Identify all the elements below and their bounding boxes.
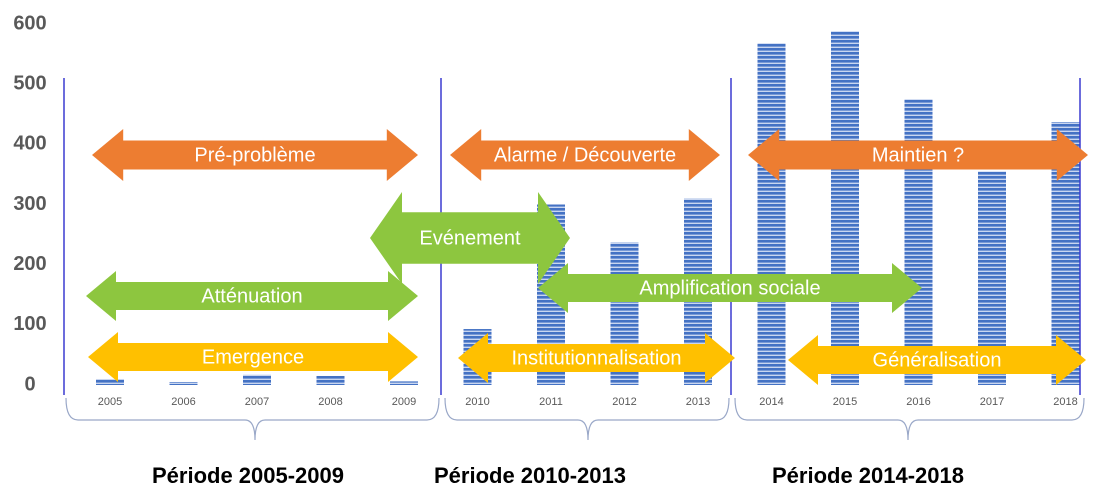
y-tick-label: 400 bbox=[13, 133, 46, 155]
annotation-arrow bbox=[370, 192, 570, 284]
x-tick-label: 2014 bbox=[759, 396, 783, 408]
annotation-label: Alarme / Découverte bbox=[494, 144, 676, 166]
y-tick-label: 300 bbox=[13, 193, 46, 215]
period-label: Période 2014-2018 bbox=[772, 463, 964, 488]
x-tick-label: 2007 bbox=[245, 396, 269, 408]
x-tick-label: 2013 bbox=[686, 396, 710, 408]
annotation-arrow bbox=[86, 271, 418, 321]
period-label: Période 2010-2013 bbox=[434, 463, 626, 488]
y-tick-label: 100 bbox=[13, 313, 46, 335]
x-tick-label: 2016 bbox=[906, 396, 930, 408]
annotation-arrow bbox=[788, 335, 1086, 385]
annotation-arrow bbox=[538, 263, 922, 313]
annotation-label: Evénement bbox=[419, 227, 521, 249]
x-tick-label: 2006 bbox=[171, 396, 195, 408]
annotation-label: Maintien ? bbox=[872, 144, 964, 166]
period-label: Période 2005-2009 bbox=[152, 463, 344, 488]
x-tick-label: 2015 bbox=[833, 396, 857, 408]
bar bbox=[96, 378, 124, 385]
y-tick-label: 500 bbox=[13, 72, 46, 94]
bar bbox=[243, 374, 271, 385]
x-tick-label: 2005 bbox=[98, 396, 122, 408]
y-tick-label: 600 bbox=[13, 12, 46, 34]
x-tick-label: 2018 bbox=[1053, 396, 1077, 408]
x-tick-label: 2008 bbox=[318, 396, 342, 408]
bar bbox=[831, 31, 859, 385]
annotation-arrow bbox=[748, 129, 1088, 181]
bar bbox=[169, 381, 198, 385]
period-brace bbox=[65, 397, 440, 441]
annotation-label: Institutionnalisation bbox=[511, 347, 681, 369]
annotation-label: Amplification sociale bbox=[639, 277, 820, 299]
annotation-label: Pré-problème bbox=[194, 144, 315, 166]
annotation-arrow bbox=[450, 129, 720, 181]
annotation-arrow bbox=[458, 333, 735, 383]
period-brace bbox=[444, 397, 730, 441]
x-tick-label: 2010 bbox=[465, 396, 489, 408]
bar bbox=[316, 375, 345, 385]
x-tick-label: 2009 bbox=[392, 396, 416, 408]
x-tick-label: 2012 bbox=[612, 396, 636, 408]
bar bbox=[757, 43, 786, 386]
annotation-label: Généralisation bbox=[873, 349, 1002, 371]
annotation-label: Atténuation bbox=[201, 285, 302, 307]
y-tick-label: 200 bbox=[13, 253, 46, 275]
annotation-arrow bbox=[92, 129, 418, 181]
annotation-arrow bbox=[88, 332, 418, 382]
x-tick-label: 2011 bbox=[539, 396, 563, 408]
period-brace bbox=[734, 397, 1085, 441]
bar bbox=[390, 381, 418, 385]
y-tick-label: 0 bbox=[24, 373, 35, 395]
annotation-label: Emergence bbox=[202, 346, 304, 368]
x-tick-label: 2017 bbox=[980, 396, 1004, 408]
